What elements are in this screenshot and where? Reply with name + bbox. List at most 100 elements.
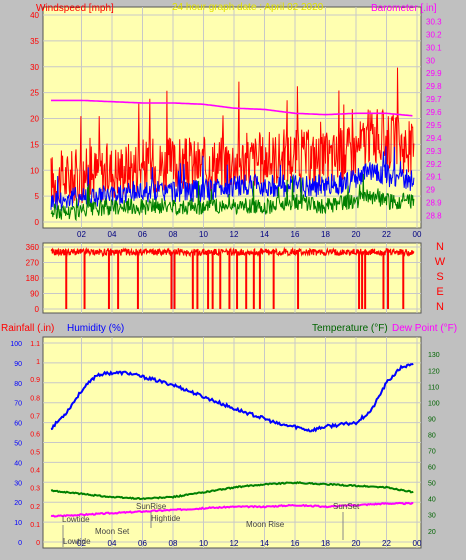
- compass-letter: W: [435, 256, 446, 268]
- wind-x-tick-label: 10: [199, 230, 208, 239]
- wind-x-tick-label: 14: [260, 230, 269, 239]
- wind-y-tick-label: 20: [30, 115, 39, 124]
- barometer-tick-label: 30.2: [426, 30, 442, 39]
- wind-y-tick-label: 35: [30, 37, 39, 46]
- rain-y-tick-label: 0.6: [30, 431, 40, 438]
- barometer-tick-label: 29.2: [426, 160, 442, 169]
- wind-x-tick-label: 06: [138, 230, 147, 239]
- humidity-series: [50, 362, 414, 518]
- humidity-y-tick-label: 50: [14, 441, 22, 448]
- humidity-x-tick-label: 16: [291, 539, 300, 548]
- wind-series: [50, 67, 415, 222]
- humidity-x-tick-label: 12: [230, 539, 239, 548]
- humidity-y-tick-label: 100: [10, 341, 22, 348]
- compass-letter: S: [436, 271, 443, 283]
- humidity-y-tick-label: 70: [14, 401, 22, 408]
- wind-x-tick-label: 00: [413, 230, 422, 239]
- barometer-axis-label: Barometer [.in]: [371, 3, 437, 14]
- humidity-y-tick-label: 40: [14, 460, 22, 467]
- barometer-tick-label: 28.9: [426, 199, 442, 208]
- rain-y-tick-label: 1: [36, 359, 40, 366]
- tide-astro-annotation: Moon Rise: [246, 520, 285, 529]
- direction-y-tick-label: 90: [30, 290, 39, 299]
- tide-astro-annotation: Moon Set: [95, 527, 130, 536]
- wind-series-line: [50, 146, 415, 211]
- dewpoint-label: Dew Point (°F): [392, 323, 457, 334]
- chart-title: 24 hour graph date : April 02 2020: [172, 2, 324, 13]
- humidity-x-tick-label: 20: [352, 539, 361, 548]
- wind-y-tick-label: 0: [35, 218, 40, 227]
- barometer-tick-label: 29: [426, 186, 435, 195]
- humidity-y-tick-label: 0: [18, 540, 22, 547]
- humidity-y-tick-label: 20: [14, 500, 22, 507]
- wind-y-tick-label: 30: [30, 63, 39, 72]
- barometer-tick-label: 29.3: [426, 147, 442, 156]
- barometer-tick-label: 30.1: [426, 43, 442, 52]
- wind-y-tick-label: 25: [30, 89, 39, 98]
- humidity-x-tick-label: 10: [199, 539, 208, 548]
- tide-astro-annotation: Hightide: [151, 514, 181, 523]
- direction-grid: [43, 243, 421, 313]
- wind-x-tick-label: 02: [77, 230, 86, 239]
- humidity-x-tick-label: 14: [260, 539, 269, 548]
- humidity-y-tick-label: 90: [14, 361, 22, 368]
- humidity-x-tick-label: 02: [77, 539, 86, 548]
- humidity-grid: [43, 337, 421, 548]
- temperature-tick-label: 130: [428, 352, 440, 359]
- humidity-panel-line: [50, 501, 414, 518]
- direction-y-tick-label: 0: [35, 305, 40, 314]
- barometer-tick-label: 29.5: [426, 121, 442, 130]
- tide-astro-annotation: Lowtide: [63, 537, 91, 546]
- direction-line: [50, 246, 415, 258]
- rain-y-tick-label: 0.2: [30, 504, 40, 511]
- temperature-tick-label: 100: [428, 400, 440, 407]
- barometer-tick-label: 29.9: [426, 69, 442, 78]
- temperature-tick-label: 50: [428, 481, 436, 488]
- direction-series: [50, 246, 415, 309]
- wind-y-tick-label: 15: [30, 140, 39, 149]
- tide-astro-annotation: SunRise: [136, 502, 167, 511]
- rain-y-tick-label: 0.3: [30, 486, 40, 493]
- tide-astro-annotation: Lowtide: [62, 515, 90, 524]
- wind-x-tick-label: 08: [169, 230, 178, 239]
- compass-letter: N: [436, 241, 444, 253]
- rainfall-label: Rainfall (.in): [1, 323, 54, 334]
- temperature-tick-label: 30: [428, 513, 436, 520]
- temperature-tick-label: 40: [428, 497, 436, 504]
- humidity-y-tick-label: 10: [14, 520, 22, 527]
- rain-y-tick-label: 0.1: [30, 522, 40, 529]
- wind-axis-label: Windspeed [mph]: [36, 3, 114, 14]
- humidity-x-tick-label: 00: [413, 539, 422, 548]
- direction-y-tick-label: 360: [26, 243, 40, 252]
- barometer-tick-label: 29.6: [426, 108, 442, 117]
- temperature-tick-label: 20: [428, 529, 436, 536]
- humidity-label: Humidity (%): [67, 323, 124, 334]
- temperature-tick-label: 70: [428, 449, 436, 456]
- wind-x-tick-label: 18: [321, 230, 330, 239]
- barometer-tick-label: 30: [426, 56, 435, 65]
- rain-y-tick-label: 1.1: [30, 341, 40, 348]
- temperature-tick-label: 80: [428, 432, 436, 439]
- compass-letter: N: [436, 301, 444, 313]
- barometer-tick-label: 29.8: [426, 82, 442, 91]
- humidity-y-tick-label: 30: [14, 480, 22, 487]
- tick-labels: 051015202530354028.828.92929.129.229.329…: [10, 11, 445, 548]
- wind-y-tick-label: 5: [35, 192, 40, 201]
- direction-y-tick-label: 270: [26, 259, 40, 268]
- rain-y-tick-label: 0: [36, 540, 40, 547]
- humidity-x-tick-label: 18: [321, 539, 330, 548]
- humidity-y-tick-label: 60: [14, 421, 22, 428]
- rain-y-tick-label: 0.8: [30, 395, 40, 402]
- temperature-tick-label: 120: [428, 368, 440, 375]
- barometer-tick-label: 28.8: [426, 212, 442, 221]
- humidity-x-tick-label: 04: [108, 539, 117, 548]
- barometer-line: [51, 99, 413, 117]
- temperature-tick-label: 110: [428, 384, 439, 391]
- compass-letter: E: [436, 286, 443, 298]
- rain-y-tick-label: 0.9: [30, 377, 40, 384]
- temperature-label: Temperature (°F): [312, 323, 388, 334]
- barometer-tick-label: 30.3: [426, 17, 442, 26]
- wind-x-tick-label: 22: [382, 230, 391, 239]
